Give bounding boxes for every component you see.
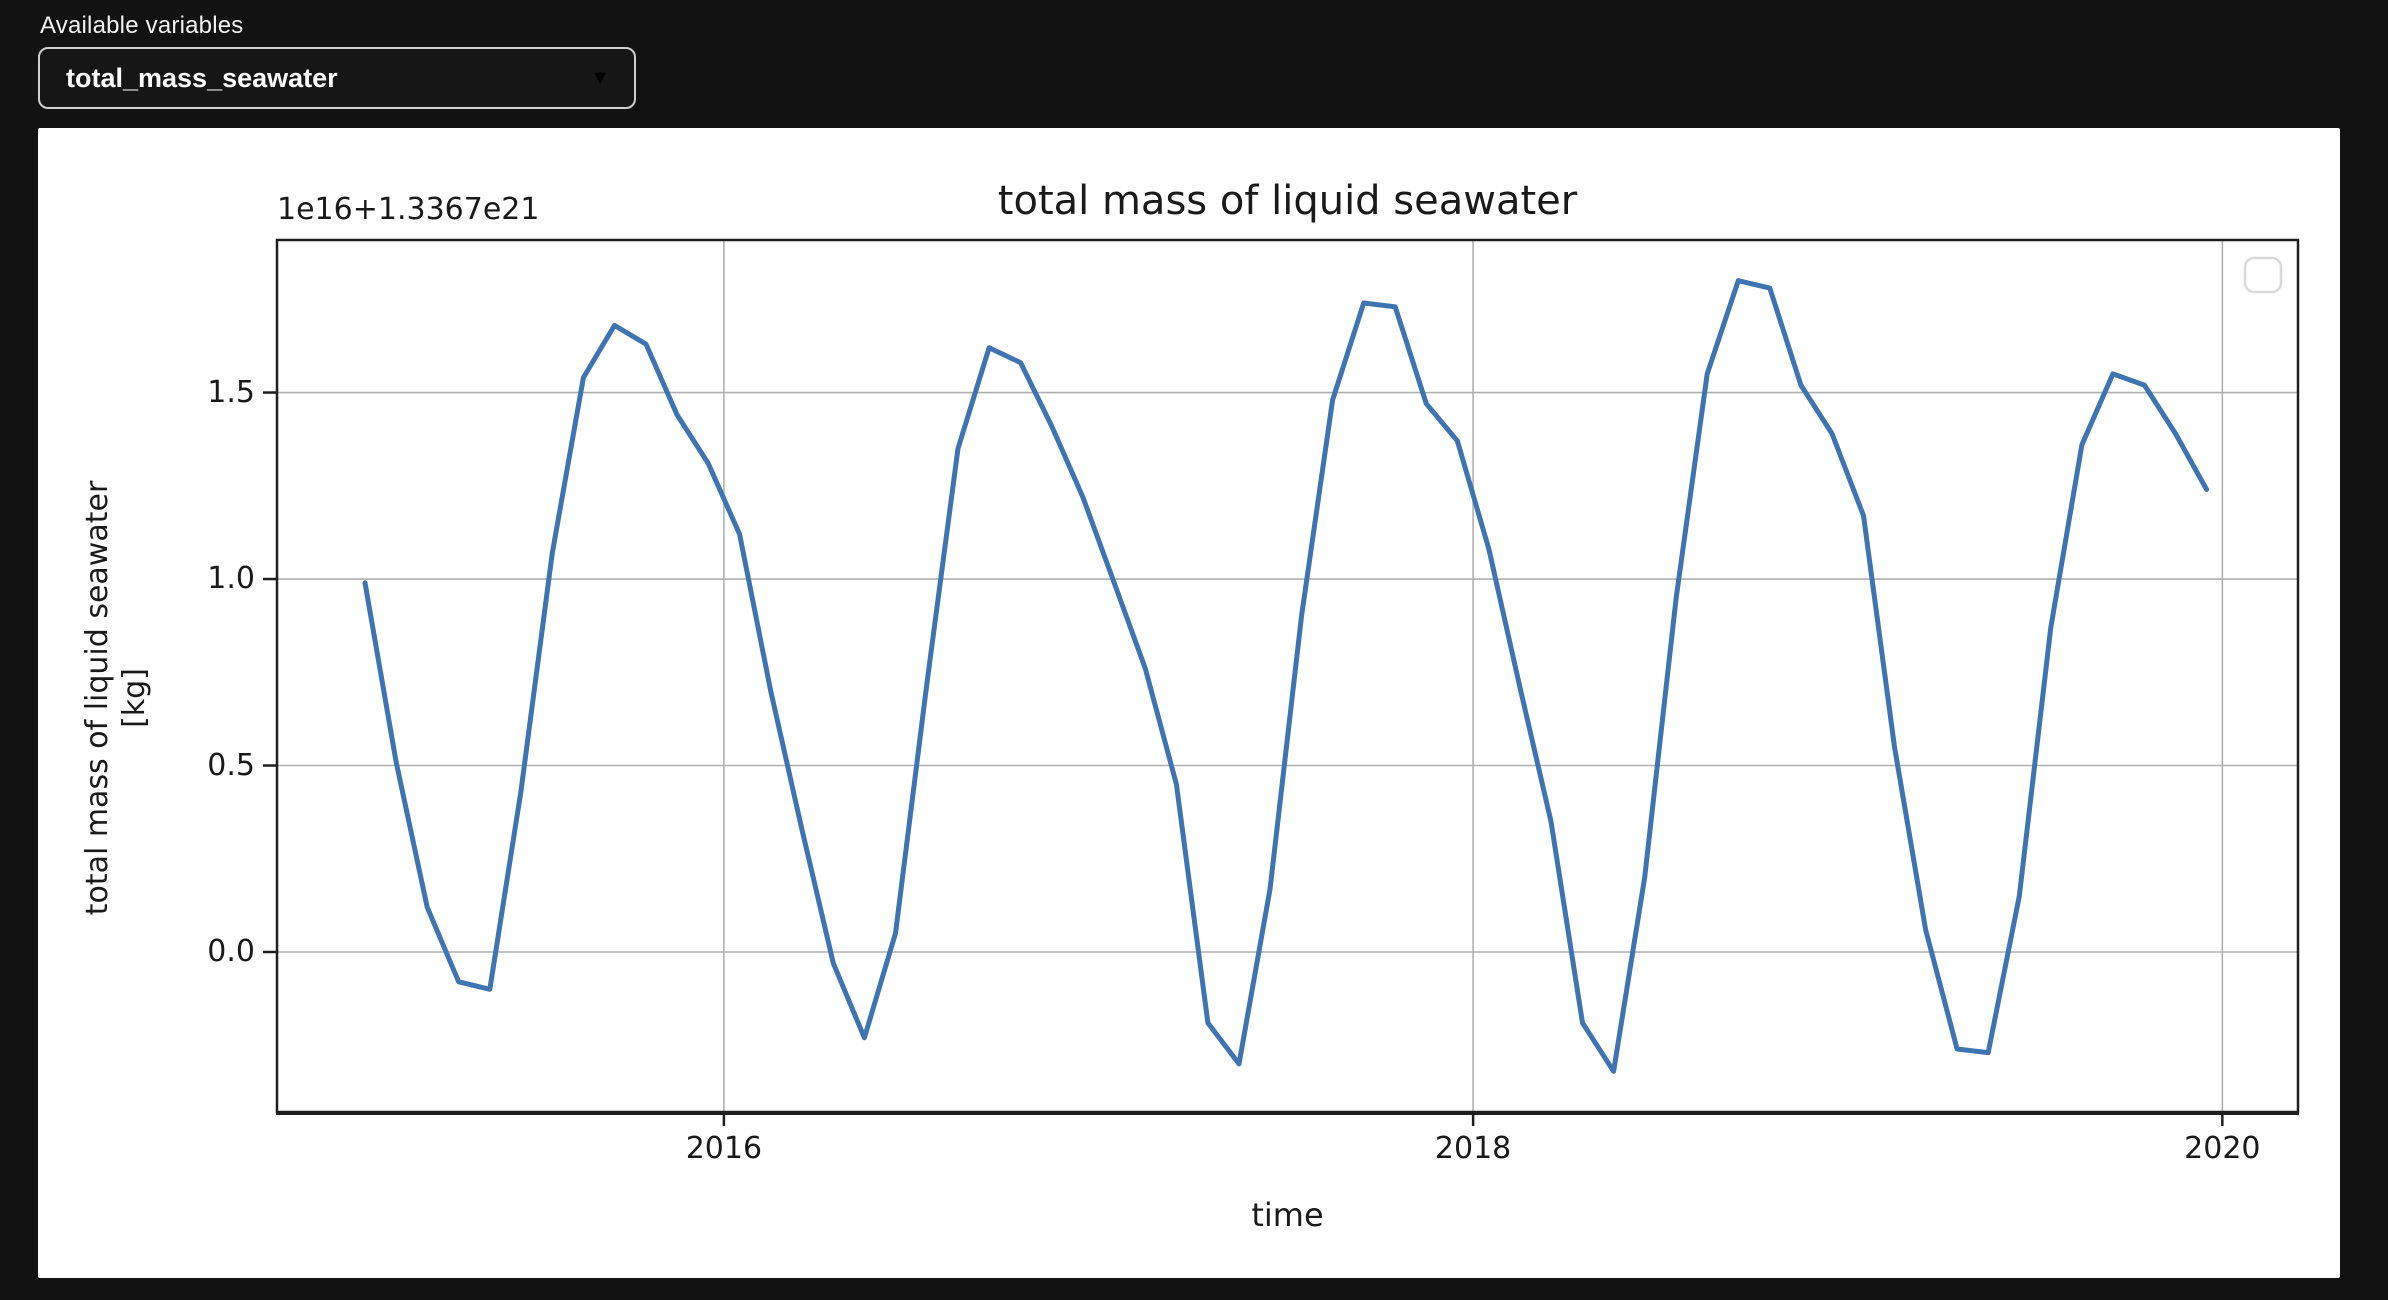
- x-tick-label: 2020: [2184, 1131, 2261, 1166]
- legend-box: [2243, 256, 2283, 294]
- y-axis-label-line1: total mass of liquid seawater: [80, 480, 115, 916]
- seawater-mass-series-line: [362, 278, 2210, 1074]
- chart-title: total mass of liquid seawater: [997, 178, 1578, 224]
- y-tick-label: 0.5: [207, 747, 255, 783]
- chart-panel: 1e16+1.3367e21 total mass of liquid seaw…: [38, 128, 2340, 1278]
- y-axis-label-line2: [kg]: [117, 668, 152, 728]
- axis-offset-text: 1e16+1.3367e21: [277, 192, 540, 227]
- x-axis-label: time: [1251, 1196, 1324, 1234]
- y-tick-label: 0.0: [207, 933, 255, 969]
- available-variables-label: Available variables: [40, 12, 244, 39]
- y-axis-label: total mass of liquid seawater [kg]: [79, 368, 153, 1028]
- y-tick-label: 1.5: [207, 374, 255, 410]
- axes-spines: [275, 238, 2300, 1114]
- y-tick-label: 1.0: [207, 561, 255, 597]
- variable-dropdown[interactable]: total_mass_seawater ▼: [38, 47, 636, 109]
- x-tick-label: 2016: [685, 1131, 763, 1166]
- variable-dropdown-value: total_mass_seawater: [66, 62, 338, 93]
- x-tick-label: 2018: [1434, 1131, 1512, 1166]
- chevron-down-icon: ▼: [590, 67, 610, 89]
- seawater-mass-line-chart: [263, 238, 2300, 1126]
